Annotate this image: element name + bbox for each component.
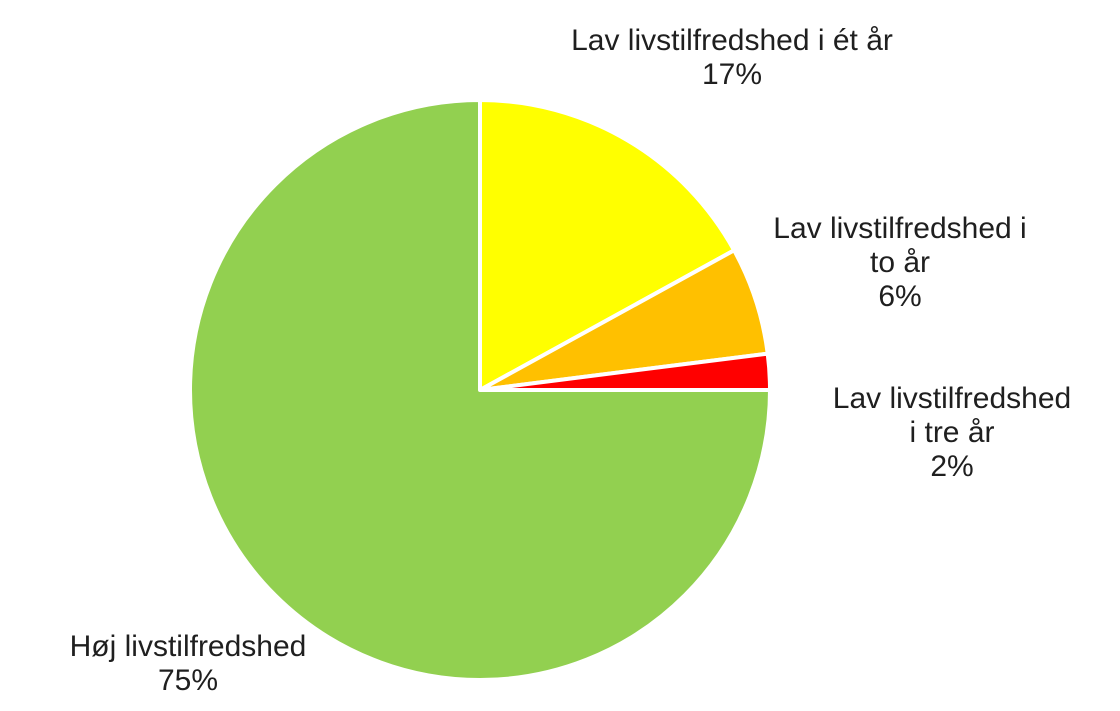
- pie-category-label: Lav livstilfredshed: [833, 382, 1071, 415]
- pie-category-label: Høj livstilfredshed: [70, 630, 307, 663]
- pie-category-label: Lav livstilfredshed i ét år: [571, 24, 893, 57]
- pie-value-label: 17%: [702, 58, 762, 91]
- pie-label-4: Høj livstilfredshed 75%: [70, 630, 307, 697]
- pie-value-label: 75%: [158, 664, 218, 697]
- pie-category-label: Lav livstilfredshed i: [773, 212, 1026, 245]
- pie-label-3: Lav livstilfredshed i tre år 2%: [833, 382, 1071, 483]
- pie-label-1: Lav livstilfredshed i ét år 17%: [571, 24, 893, 91]
- pie-slices: [190, 100, 770, 680]
- pie-category-label: i tre år: [909, 416, 994, 449]
- pie-category-label: to år: [870, 246, 930, 279]
- pie-value-label: 2%: [930, 450, 973, 483]
- pie-value-label: 6%: [878, 280, 921, 313]
- pie-label-2: Lav livstilfredshed i to år 6%: [773, 212, 1026, 313]
